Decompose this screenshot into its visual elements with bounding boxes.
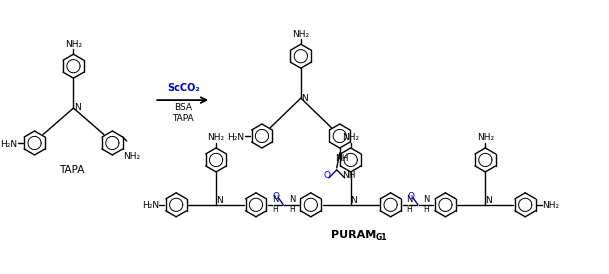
Text: N: N	[423, 195, 430, 204]
Text: TAPA: TAPA	[59, 165, 84, 175]
Text: O: O	[273, 192, 280, 201]
Text: PURAM: PURAM	[331, 230, 376, 240]
Text: H₂N: H₂N	[227, 133, 245, 141]
Text: H₂N: H₂N	[142, 201, 159, 210]
Text: N: N	[272, 195, 278, 204]
Text: N: N	[485, 196, 491, 205]
Text: N: N	[350, 196, 357, 205]
Text: NH₂: NH₂	[292, 30, 309, 39]
Text: H: H	[424, 205, 429, 214]
Text: O: O	[407, 192, 415, 201]
Text: BSA: BSA	[174, 102, 192, 112]
Text: NH₂: NH₂	[123, 152, 140, 161]
Text: N: N	[301, 94, 308, 102]
Text: NH₂: NH₂	[65, 40, 82, 49]
Text: H: H	[289, 205, 295, 214]
Text: G1: G1	[376, 233, 387, 242]
Text: NH₂: NH₂	[543, 201, 560, 210]
Text: NH: NH	[342, 172, 356, 180]
Text: ScCO₂: ScCO₂	[167, 83, 200, 93]
Text: H₂N: H₂N	[0, 141, 17, 150]
Text: N: N	[406, 195, 413, 204]
Text: N: N	[74, 102, 81, 112]
Text: NH: NH	[335, 155, 348, 163]
Text: H: H	[272, 205, 278, 214]
Text: NH₂: NH₂	[477, 133, 494, 142]
Text: H: H	[407, 205, 412, 214]
Text: NH₂: NH₂	[342, 133, 359, 142]
Text: N: N	[216, 196, 222, 205]
Text: TAPA: TAPA	[172, 113, 194, 122]
Text: O: O	[323, 172, 330, 180]
Text: N: N	[289, 195, 295, 204]
Text: NH₂: NH₂	[208, 133, 225, 142]
